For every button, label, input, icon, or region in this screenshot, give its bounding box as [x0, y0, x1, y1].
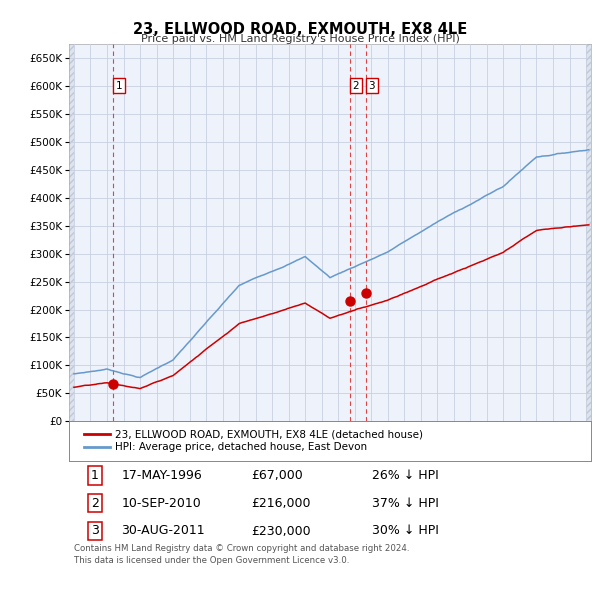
Text: 3: 3 — [368, 81, 375, 91]
Text: £67,000: £67,000 — [252, 469, 304, 482]
Text: £230,000: £230,000 — [252, 525, 311, 537]
Bar — [69, 44, 74, 421]
Text: 3: 3 — [91, 525, 99, 537]
Text: Contains HM Land Registry data © Crown copyright and database right 2024.
This d: Contains HM Land Registry data © Crown c… — [74, 544, 410, 565]
Text: 30% ↓ HPI: 30% ↓ HPI — [372, 525, 439, 537]
Text: £216,000: £216,000 — [252, 497, 311, 510]
Text: 17-MAY-1996: 17-MAY-1996 — [121, 469, 202, 482]
Legend: 23, ELLWOOD ROAD, EXMOUTH, EX8 4LE (detached house), HPI: Average price, detache: 23, ELLWOOD ROAD, EXMOUTH, EX8 4LE (deta… — [79, 425, 427, 456]
Text: 26% ↓ HPI: 26% ↓ HPI — [372, 469, 439, 482]
Text: 37% ↓ HPI: 37% ↓ HPI — [372, 497, 439, 510]
Bar — [586, 44, 591, 421]
Text: 1: 1 — [91, 469, 99, 482]
Text: 10-SEP-2010: 10-SEP-2010 — [121, 497, 201, 510]
Text: Price paid vs. HM Land Registry's House Price Index (HPI): Price paid vs. HM Land Registry's House … — [140, 34, 460, 44]
Text: 1: 1 — [116, 81, 123, 91]
Text: 2: 2 — [353, 81, 359, 91]
Text: 2: 2 — [91, 497, 99, 510]
Text: 23, ELLWOOD ROAD, EXMOUTH, EX8 4LE: 23, ELLWOOD ROAD, EXMOUTH, EX8 4LE — [133, 22, 467, 37]
Text: 30-AUG-2011: 30-AUG-2011 — [121, 525, 205, 537]
